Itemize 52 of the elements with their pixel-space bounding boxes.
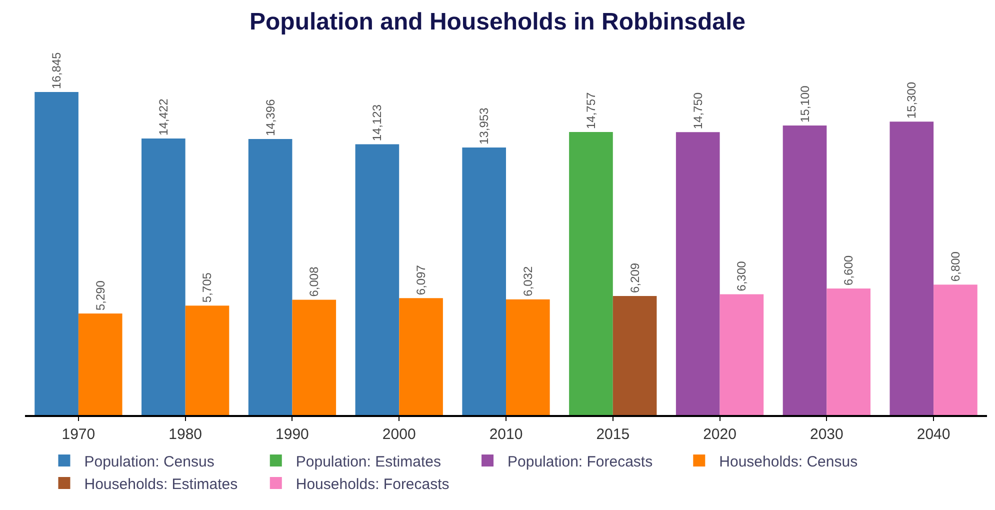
data-label: 16,845 bbox=[50, 52, 64, 89]
bar bbox=[676, 132, 720, 415]
bar bbox=[934, 284, 978, 415]
data-label: 15,300 bbox=[904, 82, 919, 119]
data-label: 13,953 bbox=[477, 107, 492, 144]
bar bbox=[782, 125, 827, 415]
data-label: 14,422 bbox=[156, 98, 170, 136]
bar bbox=[462, 147, 506, 415]
bar bbox=[142, 138, 186, 415]
bar bbox=[826, 288, 870, 415]
data-label: 6,600 bbox=[842, 255, 856, 286]
bar bbox=[569, 132, 613, 415]
bar bbox=[506, 299, 550, 415]
legend-label: Population: Estimates bbox=[296, 453, 441, 470]
x-tick-label: 2030 bbox=[810, 426, 844, 443]
data-label: 6,008 bbox=[307, 266, 322, 297]
data-label: 14,123 bbox=[370, 104, 384, 142]
data-label: 6,209 bbox=[628, 262, 642, 293]
bar bbox=[292, 300, 336, 415]
x-tick-label: 2010 bbox=[489, 426, 523, 443]
data-label: 14,396 bbox=[263, 98, 278, 136]
data-label: 14,757 bbox=[584, 92, 598, 130]
x-tick-label: 1980 bbox=[168, 426, 202, 443]
bar bbox=[34, 92, 78, 415]
x-tick-label: 2040 bbox=[916, 426, 950, 443]
legend-label: Households: Estimates bbox=[84, 476, 238, 493]
data-label: 5,290 bbox=[93, 280, 108, 311]
data-label: 6,300 bbox=[734, 260, 749, 292]
bar bbox=[399, 298, 443, 415]
data-label: 6,032 bbox=[520, 266, 535, 296]
data-label: 6,097 bbox=[414, 264, 428, 296]
data-label: 6,800 bbox=[948, 251, 962, 282]
x-tick-label: 1990 bbox=[276, 426, 309, 443]
legend-label: Population: Forecasts bbox=[508, 453, 653, 470]
data-label: 14,750 bbox=[690, 92, 705, 130]
legend-label: Households: Forecasts bbox=[296, 476, 450, 493]
bar bbox=[612, 296, 657, 415]
legend-label: Population: Census bbox=[84, 453, 214, 470]
x-tick-label: 1970 bbox=[62, 426, 96, 443]
bar bbox=[890, 122, 934, 415]
chart-title: Population and Households in Robbinsdale bbox=[249, 8, 746, 36]
bar bbox=[248, 138, 292, 415]
x-tick-label: 2000 bbox=[382, 426, 416, 443]
legend-label: Households: Census bbox=[719, 453, 858, 470]
bar bbox=[355, 144, 400, 415]
bar bbox=[720, 294, 764, 415]
data-label: 15,100 bbox=[798, 85, 812, 122]
bar bbox=[78, 314, 122, 415]
x-tick-label: 2020 bbox=[703, 426, 736, 443]
bar bbox=[185, 306, 230, 415]
data-label: 5,705 bbox=[200, 272, 214, 303]
x-tick-label: 2015 bbox=[596, 426, 630, 443]
